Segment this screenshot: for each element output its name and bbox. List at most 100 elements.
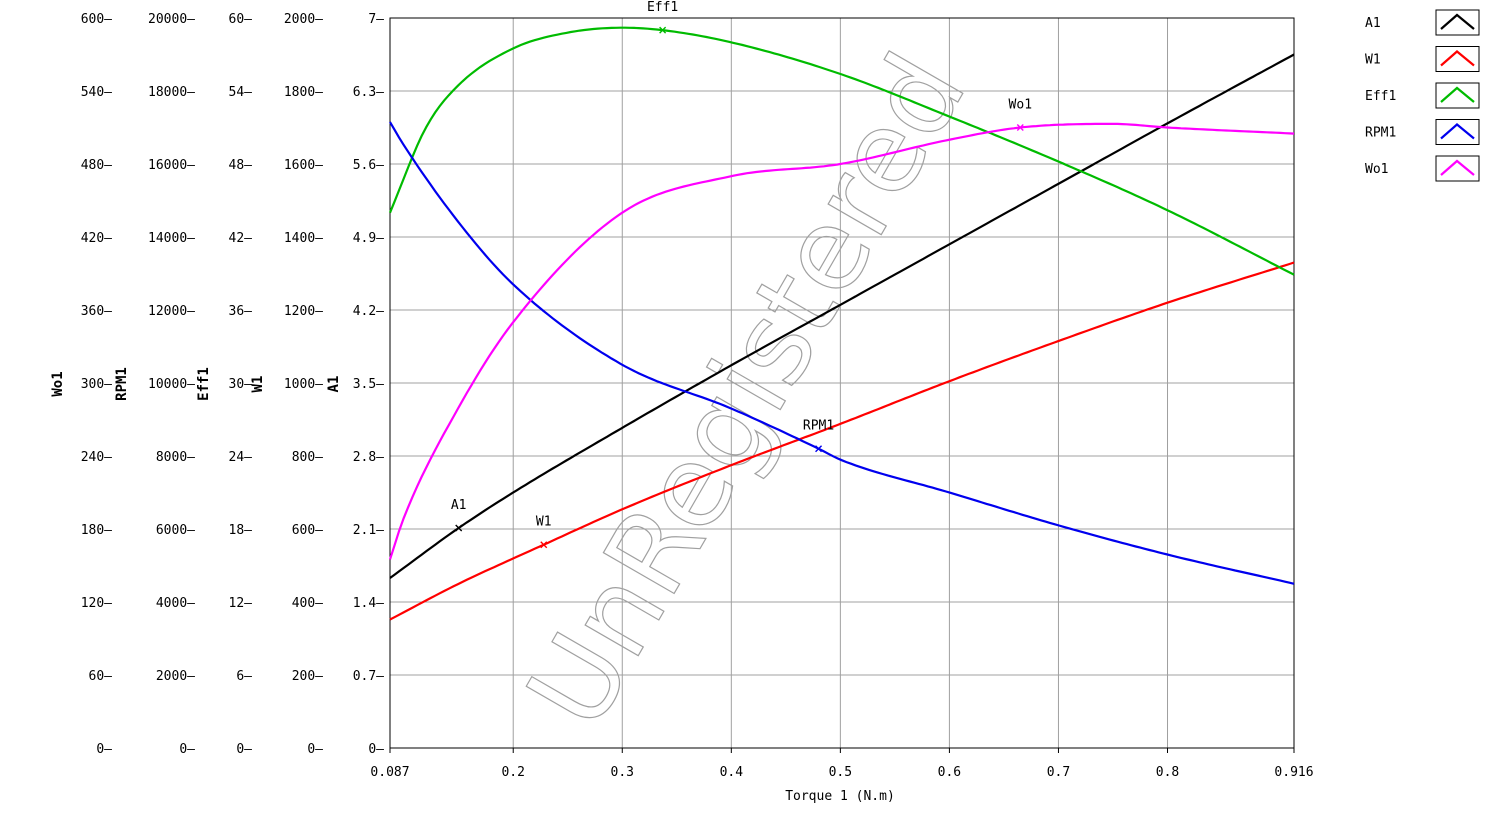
y-tick-label: 18000–	[148, 85, 195, 100]
y-tick-label: 24–	[229, 450, 253, 465]
y-tick-label: 2000–	[156, 669, 195, 684]
y-tick-label: 300–	[81, 377, 112, 392]
y-tick-label: 0–	[96, 742, 112, 757]
y-axis-title: Eff1	[196, 367, 212, 401]
y-axis-title: W1	[250, 376, 266, 393]
y-tick-label: 54–	[229, 85, 253, 100]
y-tick-label: 6000–	[156, 523, 195, 538]
series-marker-label: Wo1	[1009, 98, 1032, 113]
x-tick-label: 0.2	[501, 765, 524, 780]
x-tick-label: 0.4	[720, 765, 744, 780]
x-axis: 0.087 0.2 0.3 0.4 0.5 0.6 0.7 0.8 0.916	[370, 748, 1314, 780]
x-tick-label: 0.5	[829, 765, 852, 780]
y-axis-title: A1	[326, 376, 342, 393]
legend-swatch-line	[1440, 13, 1475, 30]
y-tick-label: 60–	[229, 12, 253, 27]
series-curves	[388, 26, 1295, 621]
x-tick-label: 0.087	[370, 765, 409, 780]
y-tick-label: 2000–	[284, 12, 323, 27]
y-tick-label: 42–	[229, 231, 253, 246]
x-tick-label: 0.3	[611, 765, 634, 780]
y-tick-label: 5.6–	[353, 158, 384, 173]
legend-label: Eff1	[1365, 89, 1396, 104]
watermark: UnRegistered	[503, 33, 991, 749]
legend-label: W1	[1365, 53, 1381, 68]
y-tick-label: 8000–	[156, 450, 195, 465]
y-tick-label: 20000–	[148, 12, 195, 27]
y-tick-label: 6.3–	[353, 85, 384, 100]
series-marker-label: A1	[451, 498, 467, 513]
y-tick-label: 60–	[89, 669, 113, 684]
y-tick-label: 400–	[292, 596, 323, 611]
y-tick-label: 120–	[81, 596, 112, 611]
x-axis-title: Torque 1 (N.m)	[785, 789, 895, 804]
series-marker-wo1	[1016, 124, 1024, 131]
y-tick-label: 1400–	[284, 231, 323, 246]
y-tick-label: 0–	[236, 742, 252, 757]
y-tick-label: 1200–	[284, 304, 323, 319]
series-marker-label: RPM1	[803, 419, 834, 434]
y-tick-label: 18–	[229, 523, 253, 538]
legend-swatch-box	[1435, 82, 1480, 109]
legend-swatch-line	[1440, 86, 1475, 103]
y-tick-label: 200–	[292, 669, 323, 684]
legend-label: Wo1	[1365, 162, 1388, 177]
y-axis-title: RPM1	[114, 367, 130, 401]
y-tick-label: 7–	[368, 12, 384, 27]
y-tick-label: 480–	[81, 158, 112, 173]
y-tick-label: 12–	[229, 596, 253, 611]
y-tick-label: 420–	[81, 231, 112, 246]
y-tick-label: 14000–	[148, 231, 195, 246]
series-line-eff1	[388, 26, 1295, 276]
series-marker-eff1	[659, 26, 667, 34]
y-tick-label: 600–	[81, 12, 112, 27]
series-marker-label: Eff1	[647, 0, 678, 15]
series-line-a1	[389, 53, 1295, 579]
series-line-w1	[389, 261, 1295, 621]
y-tick-label: 4.2–	[353, 304, 384, 319]
y-tick-label: 180–	[81, 523, 112, 538]
y-tick-label: 36–	[229, 304, 253, 319]
legend-swatch-box	[1435, 46, 1480, 72]
series-line-rpm1	[389, 121, 1295, 585]
y-axis-title: Wo1	[50, 371, 66, 396]
legend-label: A1	[1365, 16, 1381, 31]
y-tick-label: 2.1–	[353, 523, 384, 538]
y-axes: 0– 60– 120– 180– 240– 300– 360– 420– 480– 540– 600…	[50, 12, 384, 757]
y-tick-label: 48–	[229, 158, 253, 173]
y-tick-label: 540–	[81, 85, 112, 100]
y-tick-label: 30–	[229, 377, 253, 392]
y-tick-label: 1000–	[284, 377, 323, 392]
legend-swatch-box	[1435, 9, 1480, 36]
y-tick-label: 0–	[307, 742, 323, 757]
series-markers: A1 W1 Eff1 RPM1 Wo1	[451, 0, 1032, 549]
y-tick-label: 240–	[81, 450, 112, 465]
x-tick-label: 0.8	[1156, 765, 1179, 780]
legend-swatch-box	[1435, 155, 1480, 182]
y-tick-label: 1.4–	[353, 596, 384, 611]
y-tick-label: 12000–	[148, 304, 195, 319]
legend-swatch-line	[1440, 50, 1475, 67]
series-marker-label: W1	[536, 515, 552, 530]
y-tick-label: 0–	[368, 742, 384, 757]
series-marker-a1	[455, 524, 463, 532]
series-line-wo1	[388, 122, 1295, 560]
y-tick-label: 800–	[292, 450, 323, 465]
y-tick-label: 4000–	[156, 596, 195, 611]
y-tick-label: 4.9–	[353, 231, 384, 246]
legend-swatch-line	[1440, 159, 1475, 176]
legend-label: RPM1	[1365, 126, 1396, 141]
x-tick-label: 0.916	[1274, 765, 1313, 780]
y-tick-label: 360–	[81, 304, 112, 319]
y-tick-label: 0.7–	[353, 669, 384, 684]
x-tick-label: 0.6	[938, 765, 961, 780]
y-tick-label: 6–	[236, 669, 252, 684]
y-tick-label: 1800–	[284, 85, 323, 100]
y-tick-label: 0–	[179, 742, 195, 757]
series-marker-rpm1	[815, 445, 823, 453]
series-marker-w1	[540, 541, 548, 549]
legend: A1 W1 Eff1 RPM1 Wo1	[1365, 9, 1480, 182]
legend-swatch-line	[1440, 123, 1475, 140]
y-tick-label: 16000–	[148, 158, 195, 173]
